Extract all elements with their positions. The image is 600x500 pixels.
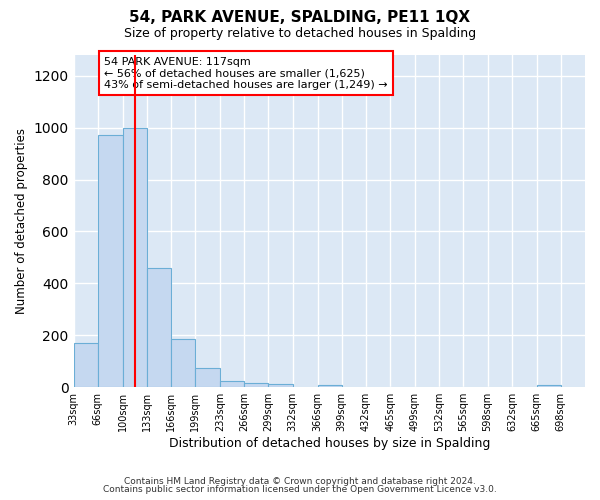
Bar [74, 343, 98, 387]
Text: Size of property relative to detached houses in Spalding: Size of property relative to detached ho… [124, 28, 476, 40]
Text: Contains public sector information licensed under the Open Government Licence v3: Contains public sector information licen… [103, 485, 497, 494]
Bar [244, 384, 268, 387]
Text: 54 PARK AVENUE: 117sqm
← 56% of detached houses are smaller (1,625)
43% of semi-: 54 PARK AVENUE: 117sqm ← 56% of detached… [104, 56, 388, 90]
Bar [268, 384, 293, 387]
Bar [220, 380, 244, 387]
Bar [147, 268, 171, 387]
Text: Contains HM Land Registry data © Crown copyright and database right 2024.: Contains HM Land Registry data © Crown c… [124, 477, 476, 486]
Bar [122, 128, 147, 387]
Y-axis label: Number of detached properties: Number of detached properties [15, 128, 28, 314]
Bar [317, 385, 342, 387]
X-axis label: Distribution of detached houses by size in Spalding: Distribution of detached houses by size … [169, 437, 490, 450]
Bar [171, 339, 195, 387]
Bar [195, 368, 220, 387]
Bar [98, 136, 122, 387]
Bar [536, 385, 561, 387]
Text: 54, PARK AVENUE, SPALDING, PE11 1QX: 54, PARK AVENUE, SPALDING, PE11 1QX [130, 10, 470, 25]
